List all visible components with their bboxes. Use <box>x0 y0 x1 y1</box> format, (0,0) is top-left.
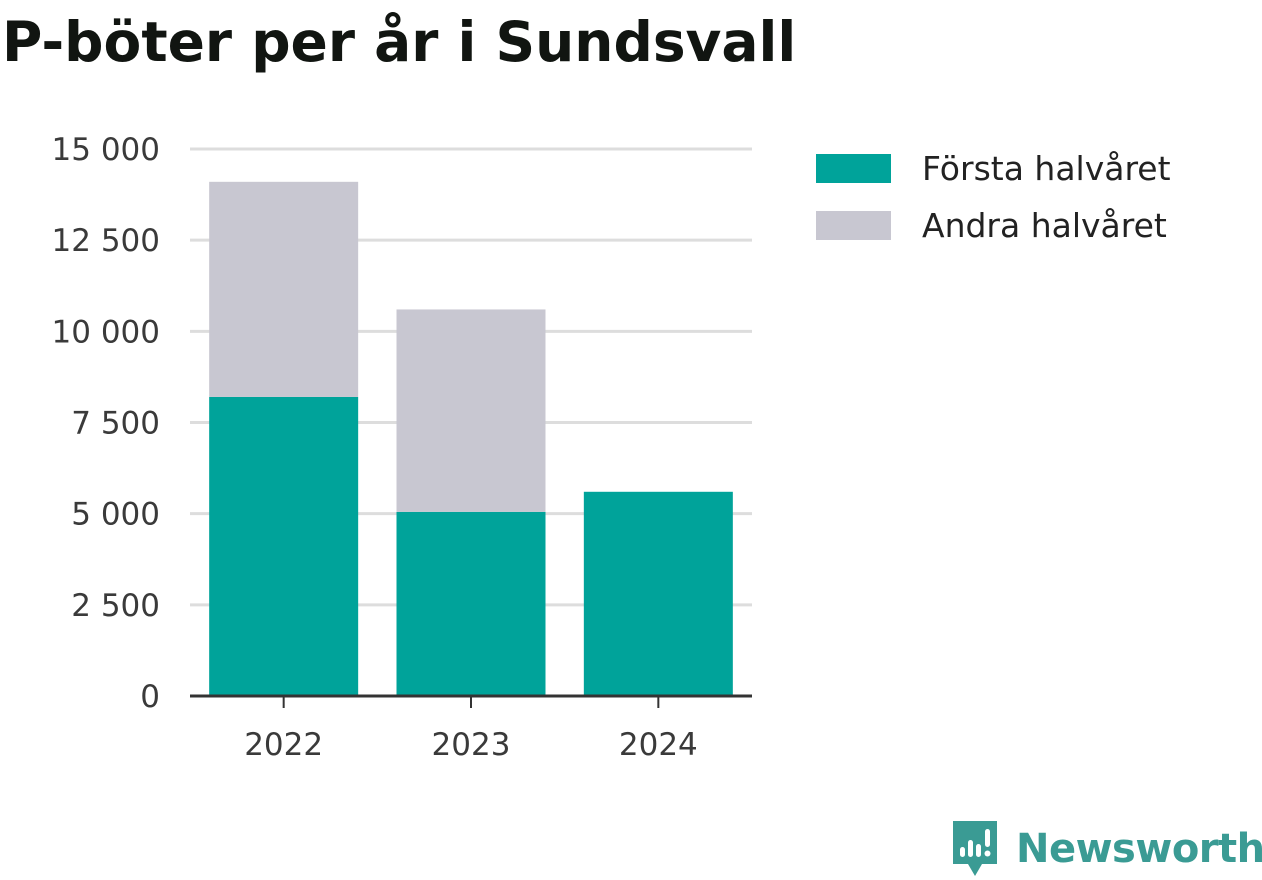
bar-second-half <box>209 181 359 397</box>
x-tick-label: 2023 <box>432 727 511 763</box>
chart-title: P-böter per år i Sundsvall <box>2 10 797 74</box>
legend-swatch-second-half <box>816 211 891 240</box>
y-axis-labels: 0 2 500 5 000 7 500 10 000 12 500 15 000 <box>52 132 160 715</box>
y-tick-label: 2 500 <box>71 588 160 624</box>
brand: Newsworthy <box>950 818 1262 880</box>
bar-first-half <box>209 396 359 696</box>
legend-swatch-first-half <box>816 154 891 183</box>
x-tick-label: 2024 <box>619 727 698 763</box>
bar-first-half <box>396 511 546 696</box>
y-tick-label: 15 000 <box>52 132 160 168</box>
legend-label-first-half: Första halvåret <box>922 149 1171 188</box>
newsworthy-logo-icon <box>953 821 997 876</box>
y-tick-label: 10 000 <box>52 314 160 350</box>
legend-item-second-half: Andra halvåret <box>816 197 1171 254</box>
bar-second-half <box>396 309 546 512</box>
legend-item-first-half: Första halvåret <box>816 140 1171 197</box>
x-tick-label: 2022 <box>244 727 323 763</box>
legend-label-second-half: Andra halvåret <box>922 206 1167 245</box>
bar-first-half <box>583 491 733 696</box>
bars <box>209 181 733 696</box>
brand-name: Newsworthy <box>1016 826 1262 872</box>
y-tick-label: 12 500 <box>52 223 160 259</box>
legend: Första halvåret Andra halvåret <box>816 140 1171 254</box>
x-axis-labels: 2022 2023 2024 <box>244 727 698 763</box>
x-axis <box>190 694 752 708</box>
y-tick-label: 5 000 <box>71 497 160 533</box>
y-tick-label: 7 500 <box>71 406 160 442</box>
y-tick-label: 0 <box>140 679 160 715</box>
